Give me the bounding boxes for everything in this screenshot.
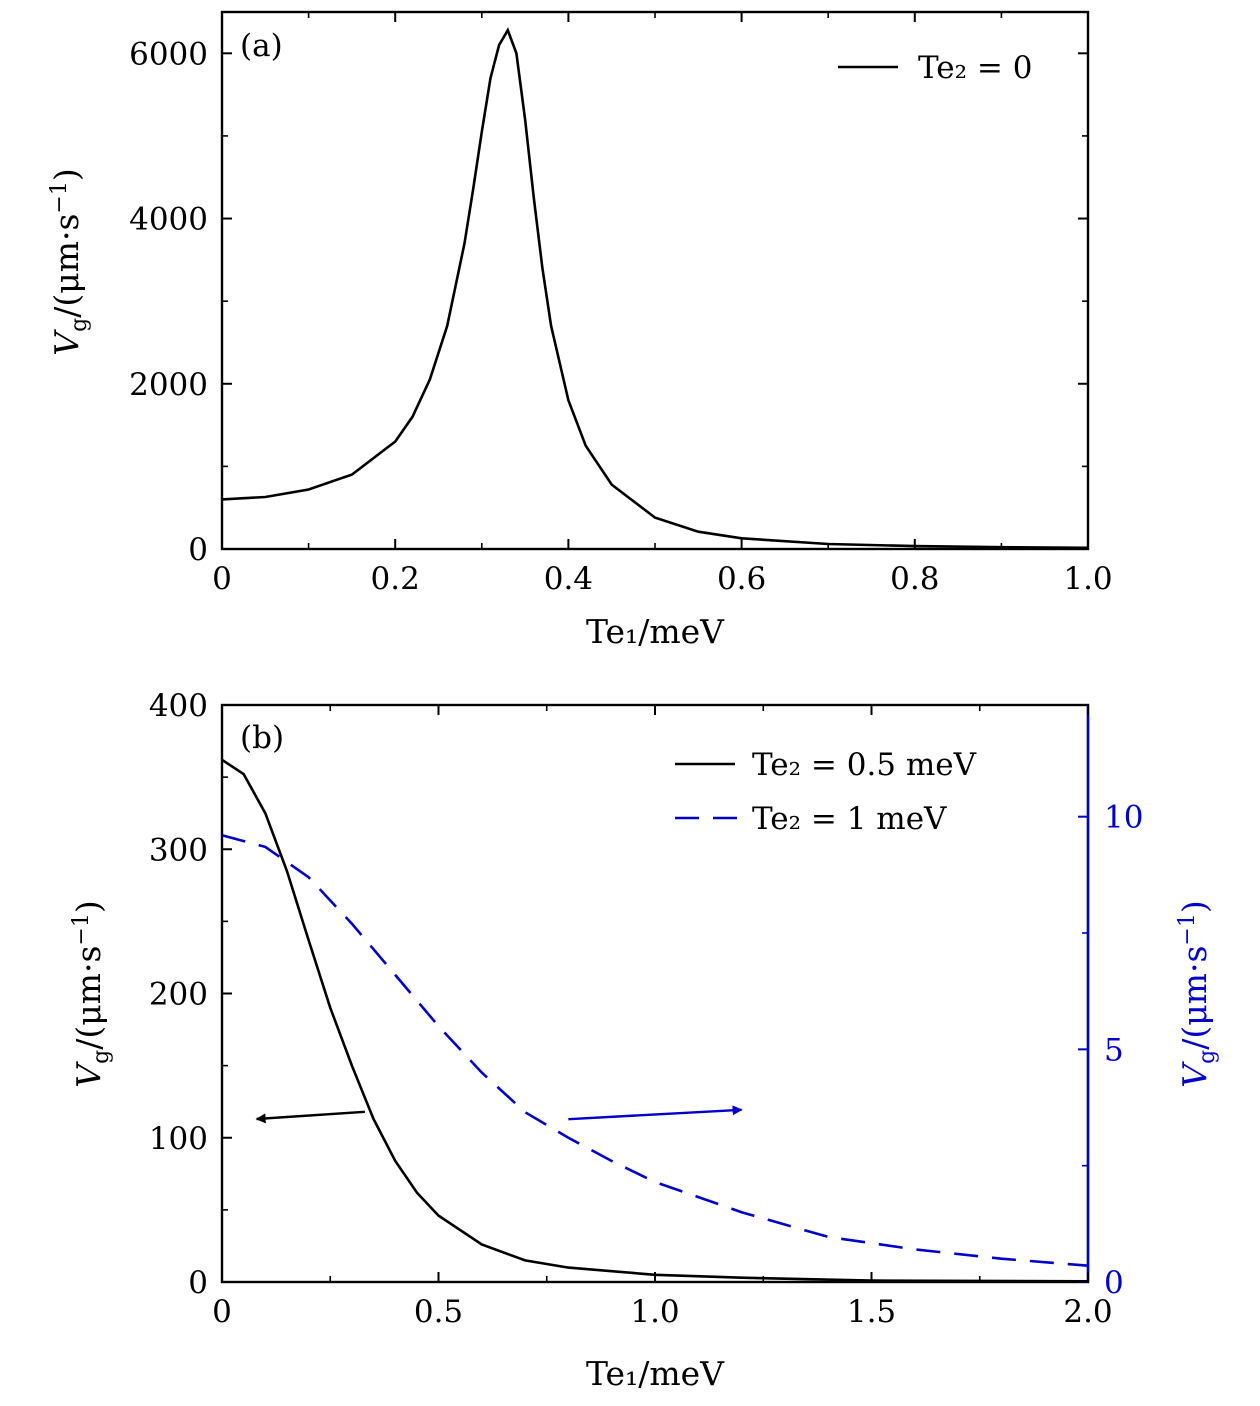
panel-a-y-axis-title: Vg/(μm·s−1): [47, 168, 92, 355]
panel-b-series-te2-1-dashed-line: [221, 834, 1089, 1267]
panel-a-frame: [220, 10, 1090, 551]
panel-b-ticks: [221, 704, 1089, 1283]
y-tick-label: 0: [188, 532, 208, 568]
panel-b-legend-label-dashed: Te₂ = 1 meV: [752, 801, 947, 837]
panel-a: 0 0.2 0.4 0.6 0.8 1.0 0 2000 4000 6000 (a) Te₂ = …: [47, 10, 1113, 651]
x-tick-label: 0: [212, 561, 232, 597]
panel-b-x-axis-title: Te₁/meV: [586, 1354, 725, 1393]
y-tick-label: 4000: [129, 202, 208, 238]
panel-b-y-axis-title: Vg/(μm·s−1): [69, 900, 114, 1087]
y-tick-label: 100: [149, 1121, 208, 1157]
x-tick-label: 0.4: [544, 561, 593, 597]
y2-tick-label: 5: [1104, 1032, 1124, 1068]
x-tick-label: 0.8: [890, 561, 939, 597]
panel-b-label: (b): [240, 720, 284, 756]
panel-b-right-axis-arrow: [568, 1105, 743, 1121]
x-tick-label: 0: [212, 1294, 232, 1330]
x-tick-label: 0.5: [414, 1294, 463, 1330]
y-tick-label: 2000: [129, 367, 208, 403]
panel-b-y2-axis-title: Vg/(μm·s−1): [1175, 900, 1220, 1087]
y-tick-label: 6000: [129, 36, 208, 72]
x-tick-label: 1.0: [1063, 561, 1112, 597]
panel-b-series-te2-0.5-line: [221, 758, 1089, 1283]
y-tick-label: 200: [149, 977, 208, 1013]
panel-a-tick-labels: 0 0.2 0.4 0.6 0.8 1.0 0 2000 4000 6000: [129, 36, 1113, 597]
panel-a-ticks: [221, 12, 1089, 550]
y-tick-label: 300: [149, 832, 208, 868]
y2-tick-label: 0: [1104, 1265, 1124, 1301]
y-tick-label: 0: [188, 1265, 208, 1301]
x-tick-label: 2.0: [1063, 1294, 1112, 1330]
x-tick-label: 0.6: [717, 561, 766, 597]
x-tick-label: 0.2: [371, 561, 420, 597]
x-tick-label: 1.5: [847, 1294, 896, 1330]
panel-a-legend-label: Te₂ = 0: [918, 50, 1032, 86]
panel-a-x-axis-title: Te₁/meV: [586, 612, 725, 651]
panel-a-series-te2-0-line: [221, 27, 1089, 550]
x-tick-label: 1.0: [630, 1294, 679, 1330]
panel-a-label: (a): [240, 28, 283, 64]
panel-b-left-axis-arrow: [255, 1110, 365, 1124]
y2-tick-label: 10: [1104, 800, 1143, 836]
y-tick-label: 400: [149, 688, 208, 724]
panel-b-frame: [220, 703, 1090, 1284]
panel-b-legend-label-solid: Te₂ = 0.5 meV: [752, 747, 977, 783]
